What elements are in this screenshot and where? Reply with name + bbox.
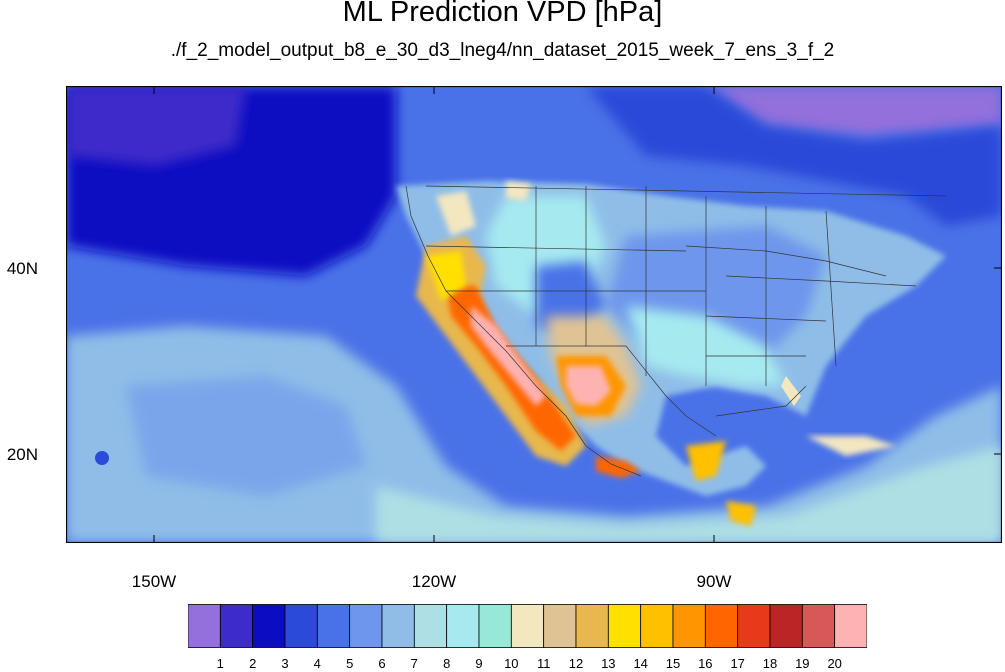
colorbar-swatch <box>607 604 642 648</box>
colorbar-swatch <box>640 604 674 648</box>
colorbar-swatch <box>381 604 415 648</box>
colorbar-label: 20 <box>827 656 842 671</box>
colorbar-label: 9 <box>475 656 483 671</box>
colorbar-swatch <box>543 604 577 648</box>
colorbar-swatch <box>252 604 286 648</box>
colorbar-swatch <box>801 604 836 648</box>
colorbar-label: 7 <box>410 656 418 671</box>
colorbar-label: 13 <box>601 656 616 671</box>
colorbar-swatch <box>769 604 803 648</box>
colorbar-label: 17 <box>730 656 745 671</box>
colorbar-label: 2 <box>249 656 257 671</box>
lat-label-20n: 20N <box>6 445 38 464</box>
colorbar-label: 15 <box>665 656 681 671</box>
colorbar-label: 18 <box>762 656 778 671</box>
colorbar-swatch <box>575 604 609 648</box>
colorbar-label: 8 <box>443 656 451 671</box>
map-subtitle: ./f_2_model_output_b8_e_30_d3_lneg4/nn_d… <box>170 40 835 61</box>
colorbar-label: 11 <box>536 656 551 671</box>
lon-label-120w: 120W <box>411 572 457 591</box>
colorbar-swatch <box>349 604 383 648</box>
colorbar-swatch <box>219 604 254 648</box>
colorbar-label: 10 <box>504 656 519 671</box>
colorbar-swatch <box>834 604 867 648</box>
colorbar-label: 12 <box>568 656 584 671</box>
colorbar-label: 5 <box>346 656 354 671</box>
colorbar-swatch <box>413 604 448 648</box>
colorbar-swatch <box>188 604 221 648</box>
colorbar-swatch <box>737 604 771 648</box>
colorbar-label: 6 <box>378 656 386 671</box>
colorbar-swatch <box>510 604 545 648</box>
colorbar-label: 1 <box>216 656 224 671</box>
colorbar-label: 16 <box>698 656 713 671</box>
colorbar-swatch <box>446 604 480 648</box>
colorbar-swatch <box>284 604 318 648</box>
colorbar-swatch <box>478 604 512 648</box>
colorbar-label: 19 <box>795 656 810 671</box>
colorbar-label: 3 <box>281 656 289 671</box>
map-title: ML Prediction VPD [hPa] <box>342 0 663 28</box>
colorbar-swatch <box>316 604 351 648</box>
vpd-map <box>66 86 1002 543</box>
colorbar-label: 14 <box>633 656 648 671</box>
colorbar-label: 4 <box>313 656 321 671</box>
lat-label-40n: 40N <box>6 259 38 278</box>
colorbar-swatch <box>672 604 706 648</box>
lon-label-150w: 150W <box>131 572 177 591</box>
colorbar <box>188 604 867 648</box>
lon-label-90w: 90W <box>696 572 732 591</box>
colorbar-swatch <box>704 604 739 648</box>
